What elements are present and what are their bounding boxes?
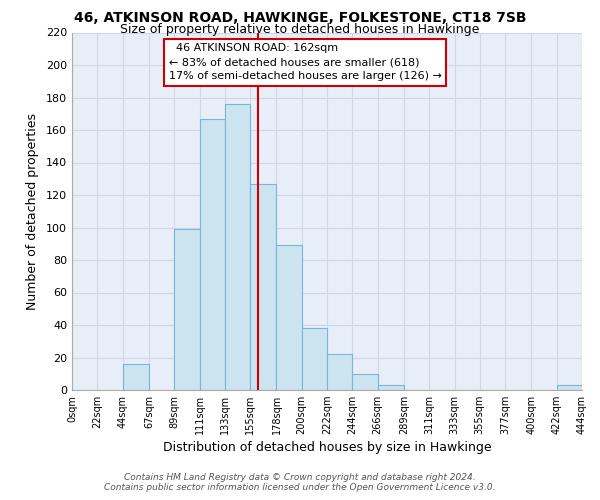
- Bar: [557, 385, 582, 390]
- Bar: [250, 184, 277, 390]
- Text: Contains HM Land Registry data © Crown copyright and database right 2024.
Contai: Contains HM Land Registry data © Crown c…: [104, 473, 496, 492]
- Bar: [225, 104, 250, 390]
- Bar: [122, 364, 149, 390]
- Y-axis label: Number of detached properties: Number of detached properties: [26, 113, 39, 310]
- Bar: [277, 246, 302, 390]
- Text: 46, ATKINSON ROAD, HAWKINGE, FOLKESTONE, CT18 7SB: 46, ATKINSON ROAD, HAWKINGE, FOLKESTONE,…: [74, 11, 526, 25]
- Text: Size of property relative to detached houses in Hawkinge: Size of property relative to detached ho…: [121, 22, 479, 36]
- X-axis label: Distribution of detached houses by size in Hawkinge: Distribution of detached houses by size …: [163, 442, 491, 454]
- Text: 46 ATKINSON ROAD: 162sqm
← 83% of detached houses are smaller (618)
17% of semi-: 46 ATKINSON ROAD: 162sqm ← 83% of detach…: [169, 43, 442, 81]
- Bar: [174, 229, 199, 390]
- Bar: [352, 374, 377, 390]
- Bar: [302, 328, 327, 390]
- Bar: [377, 385, 404, 390]
- Bar: [327, 354, 352, 390]
- Bar: [199, 118, 225, 390]
